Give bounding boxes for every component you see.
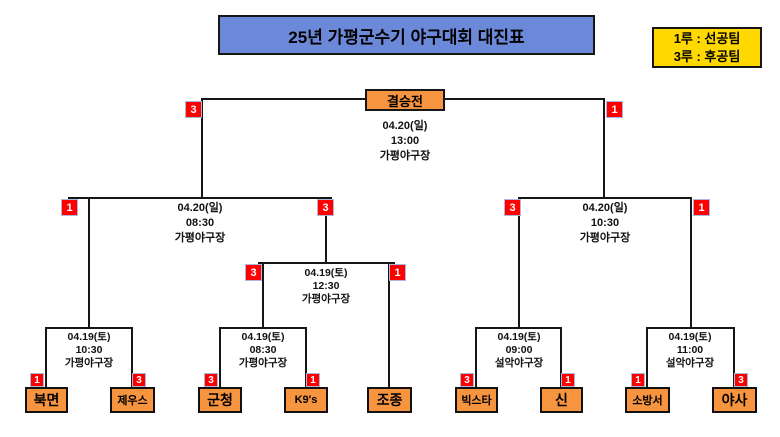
team-box-jojong: 조종 [367,387,412,413]
team-box-bigstar: 빅스타 [455,387,498,413]
match3-time: 09:00 [505,344,533,356]
base-badge-sf-right-a: 3 [504,199,521,216]
connector-line [45,327,133,329]
legend-line-1: 1루 : 선공팀 [673,30,741,46]
match3-venue: 설악야구장 [494,357,544,369]
team-box-sobangseo: 소방서 [625,387,670,413]
match1-venue: 가평야구장 [64,357,114,369]
final-venue: 가평야구장 [379,150,431,162]
team-box-yasa: 야사 [712,387,757,413]
base-legend: 1루 : 선공팀 3루 : 후공팀 [652,27,762,68]
connector-line [475,327,562,329]
team-box-bukmyeon: 북면 [25,387,68,413]
connector-line [88,197,90,329]
connector-line [388,262,390,389]
connector-line [475,327,477,388]
match3-date: 04.19(토) [497,331,541,343]
connector-line [258,262,395,264]
final-date: 04.20(일) [382,120,428,132]
base-badge-sf-right-b: 1 [693,199,710,216]
semifinal-left-info: 04.20(일) 08:30 가평야구장 [140,201,260,246]
base-badge-bigstar: 3 [460,373,474,387]
semifinal-right-info: 04.20(일) 10:30 가평야구장 [545,201,665,246]
match1-date: 04.19(토) [67,331,111,343]
semifinal-left-date: 04.20(일) [177,202,223,214]
base-badge-final-right: 1 [606,101,623,118]
match2-date: 04.19(토) [241,331,285,343]
quarterfinal-time: 12:30 [312,280,340,292]
match4-venue: 설악야구장 [665,357,715,369]
connector-line [305,327,307,388]
connector-line [45,327,47,388]
base-badge-sf-left-b: 3 [317,199,334,216]
match4-time: 11:00 [676,344,704,356]
connector-line [262,262,264,329]
quarterfinal-info: 04.19(토) 12:30 가평야구장 [266,267,386,306]
team-box-gunchung: 군청 [198,387,242,413]
match4-date: 04.19(토) [668,331,712,343]
team-box-zeus: 제우스 [110,387,155,413]
page-title: 25년 가평군수기 야구대회 대진표 [218,15,595,55]
final-time: 13:00 [390,135,420,147]
connector-line [445,98,605,100]
connector-line [733,327,735,388]
connector-line [201,98,203,199]
connector-line [690,197,692,329]
base-badge-sf-left-a: 1 [61,199,78,216]
connector-line [68,197,332,199]
team-box-k9s: K9's [284,387,328,413]
base-badge-bukmyeon: 1 [30,373,44,387]
base-badge-final-left: 3 [185,101,202,118]
connector-line [646,327,648,388]
base-badge-k9s: 1 [306,373,320,387]
semifinal-left-venue: 가평야구장 [174,232,226,244]
match1-info: 04.19(토) 10:30 가평야구장 [29,331,149,370]
base-badge-zeus: 3 [132,373,146,387]
final-match-info: 04.20(일) 13:00 가평야구장 [345,119,465,164]
connector-line [518,197,520,329]
connector-line [519,197,692,199]
base-badge-yasa: 3 [734,373,748,387]
connector-line [646,327,735,329]
match3-info: 04.19(토) 09:00 설악야구장 [459,331,579,370]
match2-info: 04.19(토) 08:30 가평야구장 [203,331,323,370]
match2-venue: 가평야구장 [238,357,288,369]
connector-line [131,327,133,388]
base-badge-shin: 1 [561,373,575,387]
connector-line [202,98,365,100]
team-box-shin: 신 [540,387,583,413]
semifinal-right-date: 04.20(일) [582,202,628,214]
match1-time: 10:30 [75,344,103,356]
legend-line-2: 3루 : 후공팀 [673,48,741,64]
semifinal-right-venue: 가평야구장 [579,232,631,244]
semifinal-left-time: 08:30 [185,217,215,229]
quarterfinal-date: 04.19(토) [304,267,348,279]
quarterfinal-venue: 가평야구장 [301,293,351,305]
connector-line [325,197,327,264]
connector-line [219,327,307,329]
connector-line [603,98,605,199]
match4-info: 04.19(토) 11:00 설악야구장 [630,331,750,370]
connector-line [219,327,221,388]
semifinal-right-time: 10:30 [590,217,620,229]
base-badge-qf-left: 3 [245,264,262,281]
base-badge-gunchung: 3 [204,373,218,387]
connector-line [560,327,562,388]
base-badge-qf-right-bye: 1 [389,264,406,281]
final-match-label: 결승전 [365,89,445,111]
match2-time: 08:30 [249,344,277,356]
base-badge-sobangseo: 1 [631,373,645,387]
